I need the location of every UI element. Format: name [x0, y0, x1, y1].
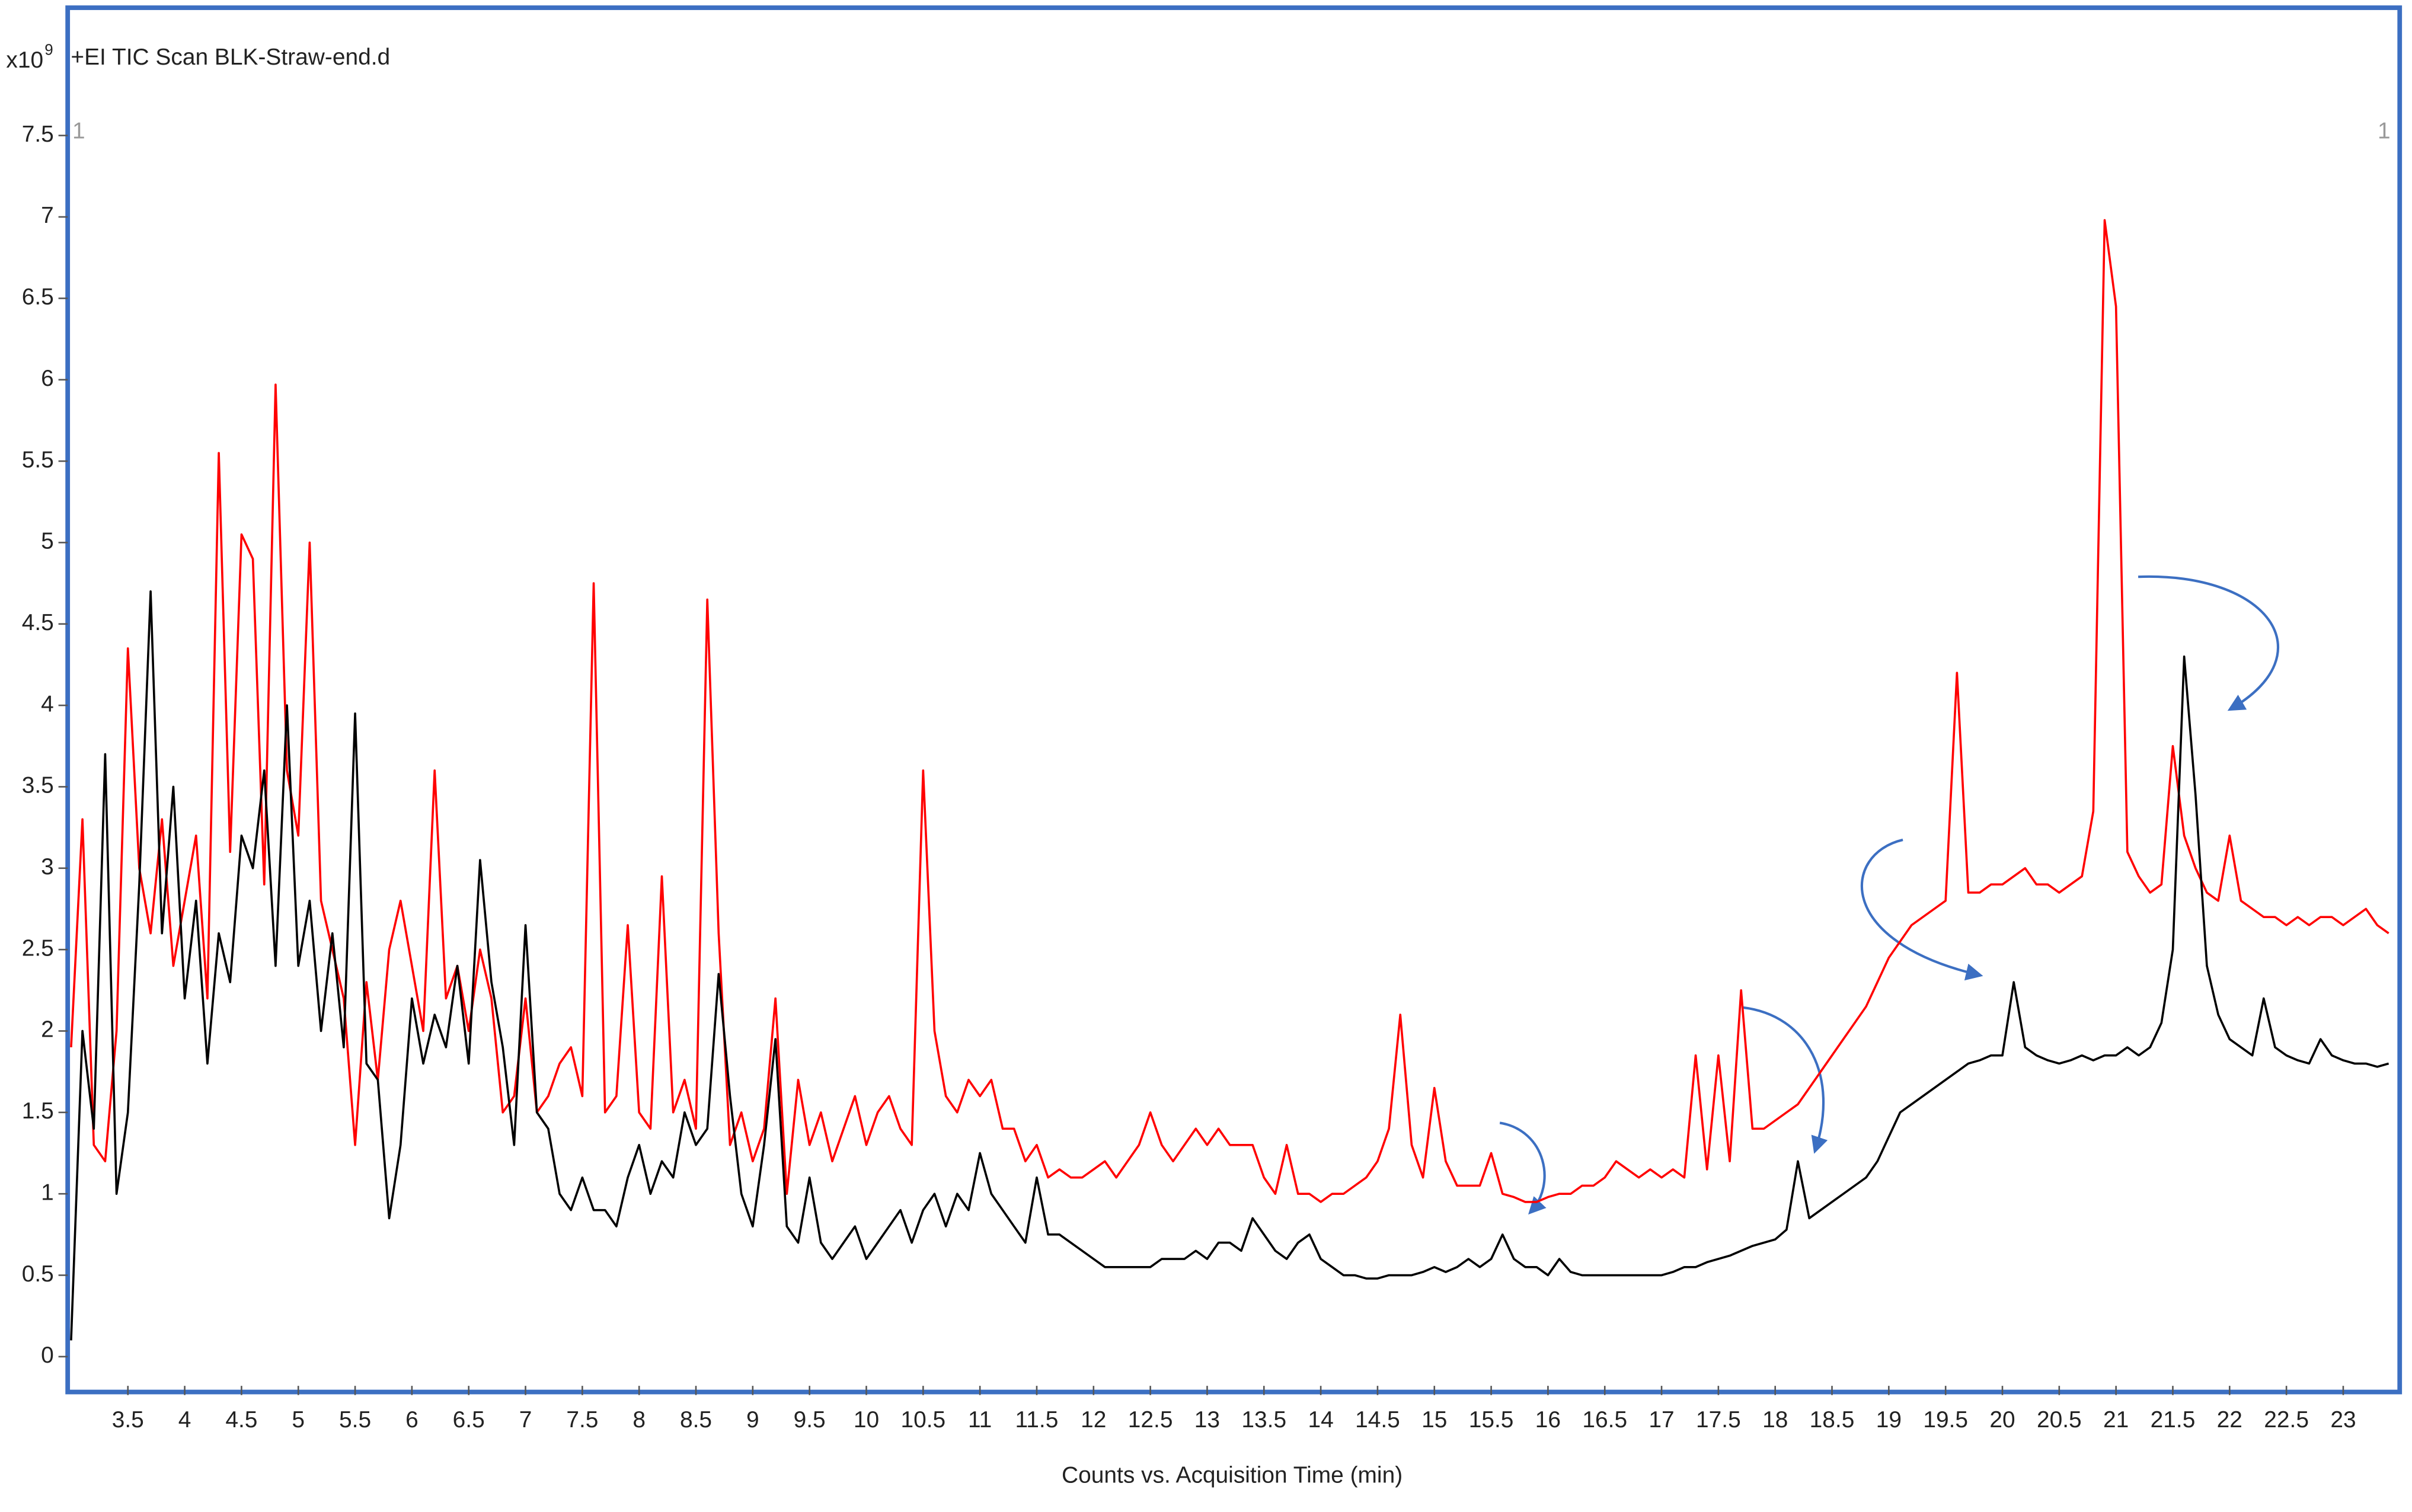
y-tick-label: 0.5: [22, 1261, 54, 1287]
x-tick-label: 19: [1876, 1407, 1902, 1433]
x-tick-label: 10.5: [900, 1407, 945, 1433]
x-tick-label: 18: [1762, 1407, 1788, 1433]
chart-title: +EI TIC Scan BLK-Straw-end.d: [71, 44, 390, 70]
y-multiplier-exponent: 9: [44, 42, 53, 59]
y-tick-label: 1: [41, 1179, 54, 1205]
y-tick-label: 7.5: [22, 122, 54, 147]
x-tick-label: 13: [1194, 1407, 1220, 1433]
x-tick-label: 19.5: [1923, 1407, 1968, 1433]
data-line: [70, 219, 2389, 1203]
x-tick-label: 11: [968, 1407, 992, 1433]
x-tick-label: 5: [292, 1407, 305, 1433]
y-tick-label: 5.5: [22, 447, 54, 472]
x-tick-label: 9: [746, 1407, 759, 1433]
x-tick-label: 18.5: [1810, 1407, 1855, 1433]
x-tick-label: 22.5: [2264, 1407, 2309, 1433]
y-tick-label: 1.5: [22, 1098, 54, 1124]
x-tick-label: 20.5: [2037, 1407, 2082, 1433]
x-tick-label: 12.5: [1128, 1407, 1173, 1433]
y-tick-label: 4: [41, 691, 54, 717]
x-tick-label: 7.5: [566, 1407, 598, 1433]
arrow: [1499, 1121, 1547, 1215]
y-tick-label: 4.5: [22, 610, 54, 635]
plot-frame: [65, 5, 2403, 1395]
y-tick-label: 0: [41, 1342, 54, 1368]
y-tick-label: 2: [41, 1017, 54, 1043]
x-tick-label: 14.5: [1355, 1407, 1400, 1433]
y-tick-label: 2.5: [22, 935, 54, 961]
y-tick-label: 7: [41, 203, 54, 228]
x-tick-label: 16: [1535, 1407, 1561, 1433]
arrow: [1742, 1006, 1828, 1154]
x-tick-label: 13.5: [1241, 1407, 1286, 1433]
y-tick-label: 3.5: [22, 773, 54, 798]
arrow: [2138, 575, 2280, 711]
trace-label: 1: [72, 118, 85, 143]
x-tick-label: 4.5: [225, 1407, 257, 1433]
y-multiplier: x10: [6, 47, 43, 73]
x-tick-label: 20: [1989, 1407, 2015, 1433]
x-tick-label: 16.5: [1582, 1407, 1627, 1433]
x-tick-label: 12: [1081, 1407, 1106, 1433]
x-tick-label: 15: [1421, 1407, 1447, 1433]
x-tick-label: 21: [2103, 1407, 2129, 1433]
x-tick-label: 8.5: [680, 1407, 712, 1433]
x-tick-label: 8: [632, 1407, 646, 1433]
x-tick-label: 6.5: [453, 1407, 485, 1433]
x-tick-label: 5.5: [339, 1407, 371, 1433]
x-tick-label: 15.5: [1469, 1407, 1514, 1433]
x-tick-label: 6: [405, 1407, 418, 1433]
x-tick-label: 4: [178, 1407, 191, 1433]
x-tick-label: 23: [2330, 1407, 2356, 1433]
annotation-arrows: [1499, 575, 2280, 1215]
x-tick-label: 17.5: [1696, 1407, 1741, 1433]
x-tick-label: 7: [519, 1407, 532, 1433]
x-tick-label: 9.5: [794, 1407, 826, 1433]
x-tick-label: 17: [1649, 1407, 1674, 1433]
y-tick-label: 6.5: [22, 285, 54, 310]
x-tick-label: 14: [1308, 1407, 1333, 1433]
trace-label: 1: [2378, 118, 2391, 143]
y-tick-label: 5: [41, 529, 54, 554]
y-tick-label: 6: [41, 366, 54, 391]
x-tick-label: 21.5: [2151, 1407, 2196, 1433]
x-tick-label: 3.5: [112, 1407, 144, 1433]
x-tick-label: 10: [854, 1407, 879, 1433]
x-axis-label: Counts vs. Acquisition Time (min): [1062, 1463, 1403, 1488]
x-tick-label: 11.5: [1015, 1407, 1059, 1433]
y-tick-label: 3: [41, 854, 54, 880]
arrow: [1861, 838, 1983, 981]
data-line: [70, 590, 2389, 1341]
x-tick-label: 22: [2217, 1407, 2242, 1433]
